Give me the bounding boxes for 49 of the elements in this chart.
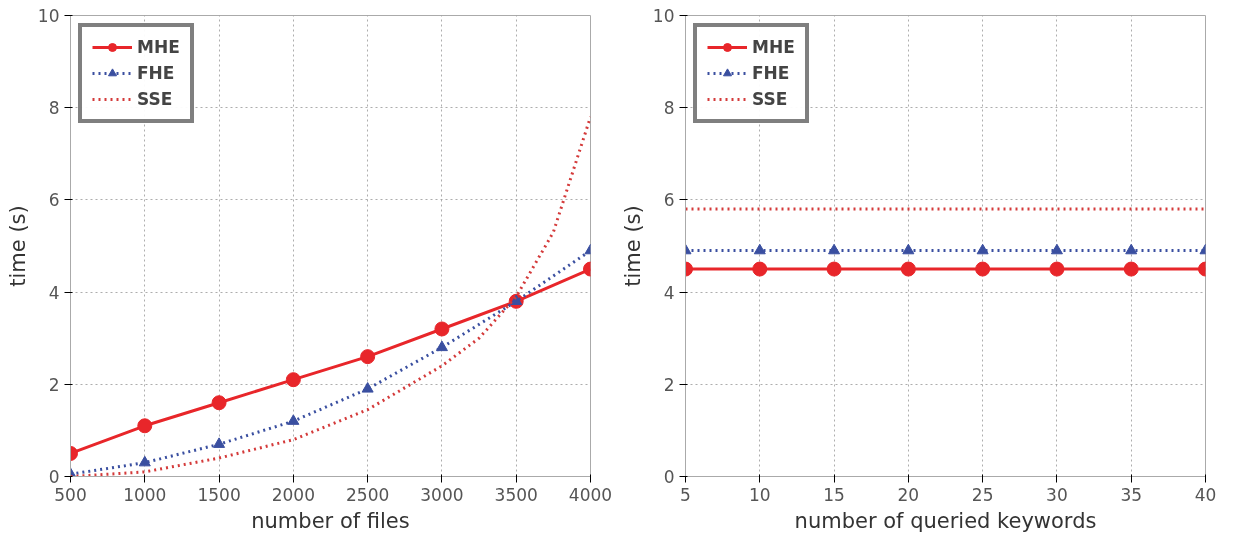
x-tick-label: 20 [897, 484, 920, 505]
point [138, 455, 151, 467]
x-tick-label: 4000 [568, 484, 613, 505]
y-tick-label: 4 [48, 282, 60, 303]
y-axis-title: time (s) [5, 205, 30, 287]
x-tick-label: 30 [1046, 484, 1068, 505]
legend-label: SSE [137, 89, 173, 109]
point [361, 382, 374, 393]
y-tick-label: 4 [663, 282, 675, 303]
point [360, 349, 376, 365]
y-tick-label: 6 [48, 190, 60, 211]
x-tick-label: 15 [823, 484, 845, 505]
legend-label: SSE [752, 89, 788, 109]
y-tick-label: 0 [663, 467, 675, 487]
y-tick-label: 8 [663, 98, 675, 119]
y-tick-label: 10 [37, 6, 60, 26]
point [137, 418, 153, 434]
legend-label: FHE [752, 63, 790, 83]
point [213, 437, 226, 448]
x-tick-label: 35 [1120, 484, 1143, 505]
y-axis-title: time (s) [620, 205, 645, 287]
x-tick-label: 5 [680, 484, 691, 505]
y-tick-label: 8 [48, 98, 60, 119]
x-tick-label: 1500 [197, 484, 241, 505]
legend-label: MHE [137, 37, 180, 57]
x-tick-label: 25 [971, 484, 994, 505]
x-tick-label: 2000 [271, 484, 315, 505]
y-tick-label: 6 [663, 190, 675, 211]
point [285, 372, 301, 388]
x-tick-label: 2500 [346, 484, 390, 505]
x-axis-title: number of queried keywords [794, 508, 1097, 533]
legend-label: FHE [137, 63, 175, 83]
x-tick-label: 3000 [420, 484, 464, 505]
legend-label: MHE [752, 37, 795, 57]
point [435, 340, 448, 352]
point [510, 294, 523, 305]
x-tick-label: 1000 [123, 484, 167, 505]
y-tick-label: 10 [652, 6, 675, 26]
point [211, 395, 227, 411]
x-tick-label: 10 [748, 484, 771, 505]
point [287, 414, 300, 425]
point [434, 321, 450, 337]
x-tick-label: 40 [1194, 484, 1217, 505]
y-tick-label: 2 [663, 374, 675, 395]
x-tick-label: 3500 [494, 484, 538, 505]
x-axis-title: number of files [251, 508, 410, 533]
x-tick-label: 500 [54, 484, 87, 505]
y-tick-label: 0 [48, 467, 60, 487]
y-tick-label: 2 [48, 374, 60, 395]
